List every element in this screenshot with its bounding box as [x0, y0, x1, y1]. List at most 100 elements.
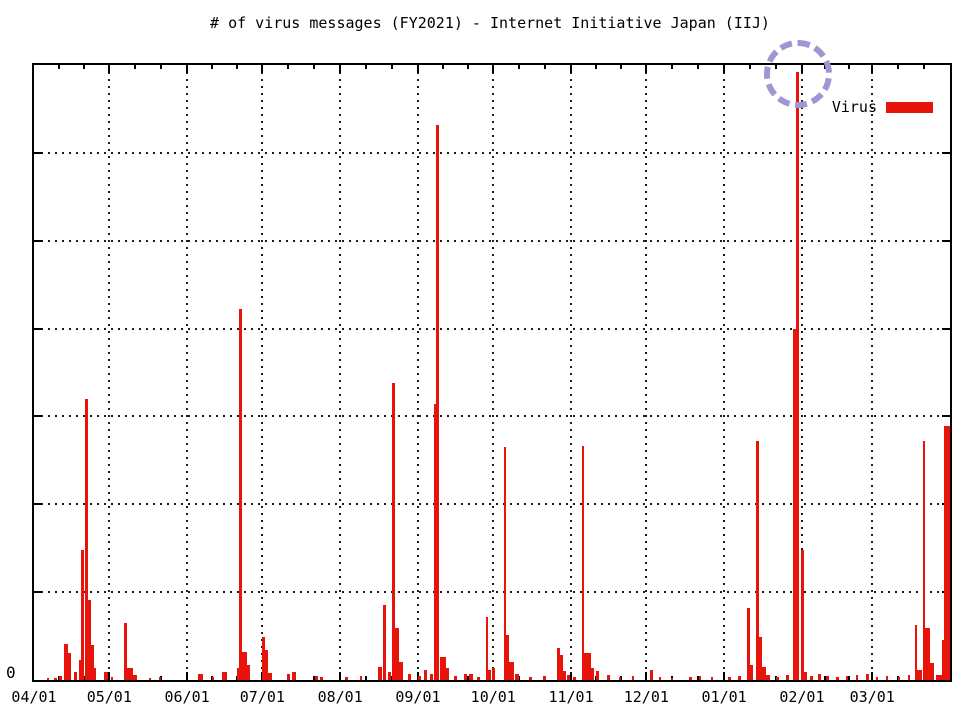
bar	[826, 676, 829, 680]
x-minor-tick	[897, 65, 900, 69]
bar	[87, 600, 91, 680]
x-tick-label: 03/01	[849, 688, 895, 706]
bar	[464, 673, 468, 680]
bar	[563, 670, 567, 680]
bar	[239, 309, 243, 680]
bar	[486, 617, 489, 680]
x-minor-tick	[160, 65, 163, 69]
x-minor-tick	[236, 65, 239, 69]
bar	[133, 675, 138, 680]
bar	[110, 676, 113, 680]
x-major-tick	[645, 672, 648, 680]
x-tick-label: 04/01	[11, 688, 57, 706]
bar	[924, 628, 930, 680]
bar	[446, 668, 450, 680]
y-tick	[942, 415, 950, 418]
x-minor-tick	[83, 65, 86, 69]
bars-layer	[34, 65, 950, 680]
bar	[786, 675, 790, 680]
x-minor-tick	[83, 676, 86, 680]
x-tick-label: 06/01	[164, 688, 210, 706]
v-gridline	[339, 65, 342, 680]
x-major-tick	[645, 65, 648, 73]
bar	[897, 676, 901, 680]
y-tick	[942, 327, 950, 330]
x-minor-tick	[313, 65, 316, 69]
bar	[885, 676, 889, 680]
bar	[382, 604, 386, 680]
bar	[596, 670, 600, 680]
y-tick	[34, 327, 42, 330]
v-gridline	[723, 65, 726, 680]
bar	[567, 675, 571, 680]
highlight-circle-annotation	[764, 39, 833, 108]
bar	[515, 673, 520, 680]
bar	[242, 652, 248, 680]
bar	[929, 662, 934, 680]
bar	[758, 636, 762, 680]
bar	[394, 628, 399, 680]
bar	[417, 676, 421, 680]
chart-title: # of virus messages (FY2021) - Internet …	[210, 14, 770, 32]
x-minor-tick	[365, 65, 368, 69]
y-axis-zero-label: 0	[6, 663, 16, 682]
bar	[492, 668, 496, 680]
bar	[424, 670, 428, 680]
bar	[509, 662, 515, 680]
x-major-tick	[261, 65, 264, 73]
x-minor-tick	[595, 65, 598, 69]
bar	[581, 445, 584, 680]
v-gridline	[800, 65, 803, 680]
bar	[391, 382, 395, 680]
x-minor-tick	[620, 676, 623, 680]
bar	[237, 668, 240, 680]
x-tick-label: 12/01	[623, 688, 669, 706]
bar	[818, 673, 822, 680]
bar	[90, 644, 94, 680]
bar	[698, 676, 702, 680]
bar	[728, 676, 731, 680]
bar	[126, 668, 133, 680]
bar	[198, 673, 204, 680]
v-gridline	[186, 65, 189, 680]
x-tick-label: 09/01	[395, 688, 441, 706]
bar	[543, 676, 547, 680]
bar	[360, 676, 363, 680]
bar	[504, 446, 507, 680]
bar	[345, 676, 349, 680]
bar	[865, 673, 869, 680]
h-gridline	[34, 151, 950, 154]
y-tick	[34, 503, 42, 506]
bar	[573, 676, 576, 680]
x-axis-labels: 04/01 05/01 06/01 07/01 08/01 09/01 10/01 11/01…	[11, 688, 950, 710]
bar	[46, 678, 50, 680]
v-gridline	[108, 65, 111, 680]
x-minor-tick	[211, 65, 214, 69]
x-major-tick	[723, 672, 726, 680]
bar	[907, 675, 911, 680]
x-minor-tick	[518, 65, 521, 69]
x-major-tick	[108, 65, 111, 73]
bar	[761, 667, 766, 680]
bar	[377, 667, 382, 680]
bar	[265, 649, 269, 680]
h-gridline	[34, 503, 950, 506]
bar	[315, 676, 319, 680]
x-minor-tick	[847, 676, 850, 680]
x-major-tick	[108, 672, 111, 680]
bar	[746, 608, 750, 680]
bar	[776, 676, 779, 680]
x-minor-tick	[749, 65, 752, 69]
v-gridline	[645, 65, 648, 680]
x-major-tick	[570, 65, 573, 73]
bar	[84, 398, 88, 680]
bar	[123, 623, 127, 680]
bar	[710, 676, 714, 680]
x-major-tick	[570, 672, 573, 680]
bar	[801, 550, 805, 680]
bar	[435, 124, 440, 680]
x-minor-tick	[313, 676, 316, 680]
x-minor-tick	[442, 65, 445, 69]
bar	[793, 328, 797, 680]
bar	[875, 676, 879, 680]
